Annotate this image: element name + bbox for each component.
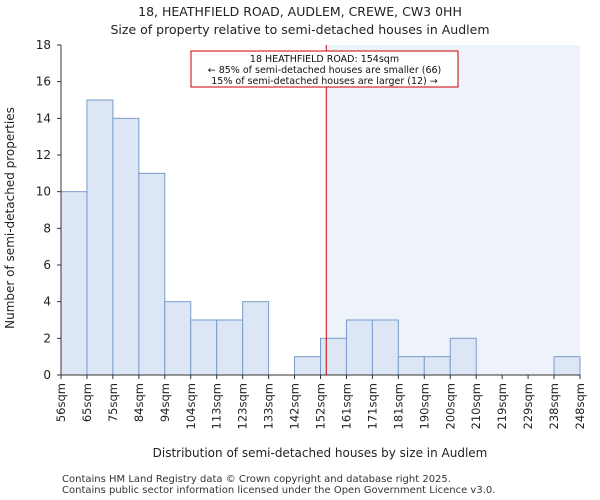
y-tick-label: 2 [43, 331, 51, 345]
bar [553, 356, 581, 376]
x-tick-label: 229sqm [521, 383, 535, 429]
y-tick-label: 6 [43, 258, 51, 272]
bar [371, 319, 399, 376]
bar [216, 319, 244, 376]
bar [138, 172, 166, 376]
y-tick-label: 8 [43, 221, 51, 235]
x-tick-label: 75sqm [106, 383, 120, 422]
chart-subtitle: Size of property relative to semi-detach… [110, 22, 490, 37]
bar [345, 319, 373, 376]
y-tick-label: 4 [43, 295, 51, 309]
y-tick-label: 14 [36, 111, 51, 125]
y-tick-label: 16 [36, 75, 51, 89]
bar [60, 191, 88, 376]
x-tick-label: 200sqm [443, 383, 457, 429]
y-tick-label: 18 [36, 38, 51, 52]
x-tick-label: 104sqm [184, 383, 198, 429]
bar [449, 337, 477, 376]
x-tick-label: 219sqm [495, 383, 509, 429]
x-tick-label: 84sqm [132, 383, 146, 422]
bar [423, 356, 451, 376]
x-tick-label: 181sqm [391, 383, 405, 429]
x-tick-label: 142sqm [288, 383, 302, 429]
bar [190, 319, 218, 376]
x-tick-label: 161sqm [339, 383, 353, 429]
bar [86, 99, 114, 376]
x-tick-label: 210sqm [469, 383, 483, 429]
x-tick-label: 171sqm [365, 383, 379, 429]
annotation-line-2: ← 85% of semi-detached houses are smalle… [208, 65, 442, 76]
x-tick-label: 56sqm [54, 383, 68, 422]
bar [294, 356, 321, 376]
footer-line-2: Contains public sector information licen… [62, 485, 496, 496]
bar [397, 356, 425, 376]
y-tick-label: 12 [36, 148, 51, 162]
footer-line-1: Contains HM Land Registry data © Crown c… [62, 474, 451, 485]
annotation-line-3: 15% of semi-detached houses are larger (… [211, 76, 438, 87]
x-axis-label: Distribution of semi-detached houses by … [153, 446, 488, 460]
x-tick-label: 94sqm [158, 383, 172, 422]
bar [164, 301, 192, 376]
chart-title: 18, HEATHFIELD ROAD, AUDLEM, CREWE, CW3 … [138, 4, 462, 19]
x-tick-label: 190sqm [417, 383, 431, 429]
x-tick-label: 238sqm [547, 383, 561, 429]
x-tick-label: 123sqm [236, 383, 250, 429]
bar [320, 337, 347, 376]
bar [112, 117, 140, 376]
y-tick-label: 0 [43, 368, 51, 382]
x-tick-label: 248sqm [573, 383, 587, 429]
bar [242, 301, 270, 376]
histogram-chart: 0 2 4 6 8 10 12 14 16 18 56sqm 65sqm 75sqm 84sqm 94sqm… [3, 38, 587, 460]
x-tick-label: 133sqm [262, 383, 276, 429]
annotation-line-1: 18 HEATHFIELD ROAD: 154sqm [250, 54, 399, 65]
x-tick-label: 65sqm [80, 383, 94, 422]
y-axis-label: Number of semi-detached properties [3, 107, 17, 329]
y-tick-label: 10 [36, 185, 51, 199]
annotation-box [190, 50, 459, 88]
x-tick-label: 152sqm [314, 383, 328, 429]
x-tick-label: 113sqm [210, 383, 224, 429]
